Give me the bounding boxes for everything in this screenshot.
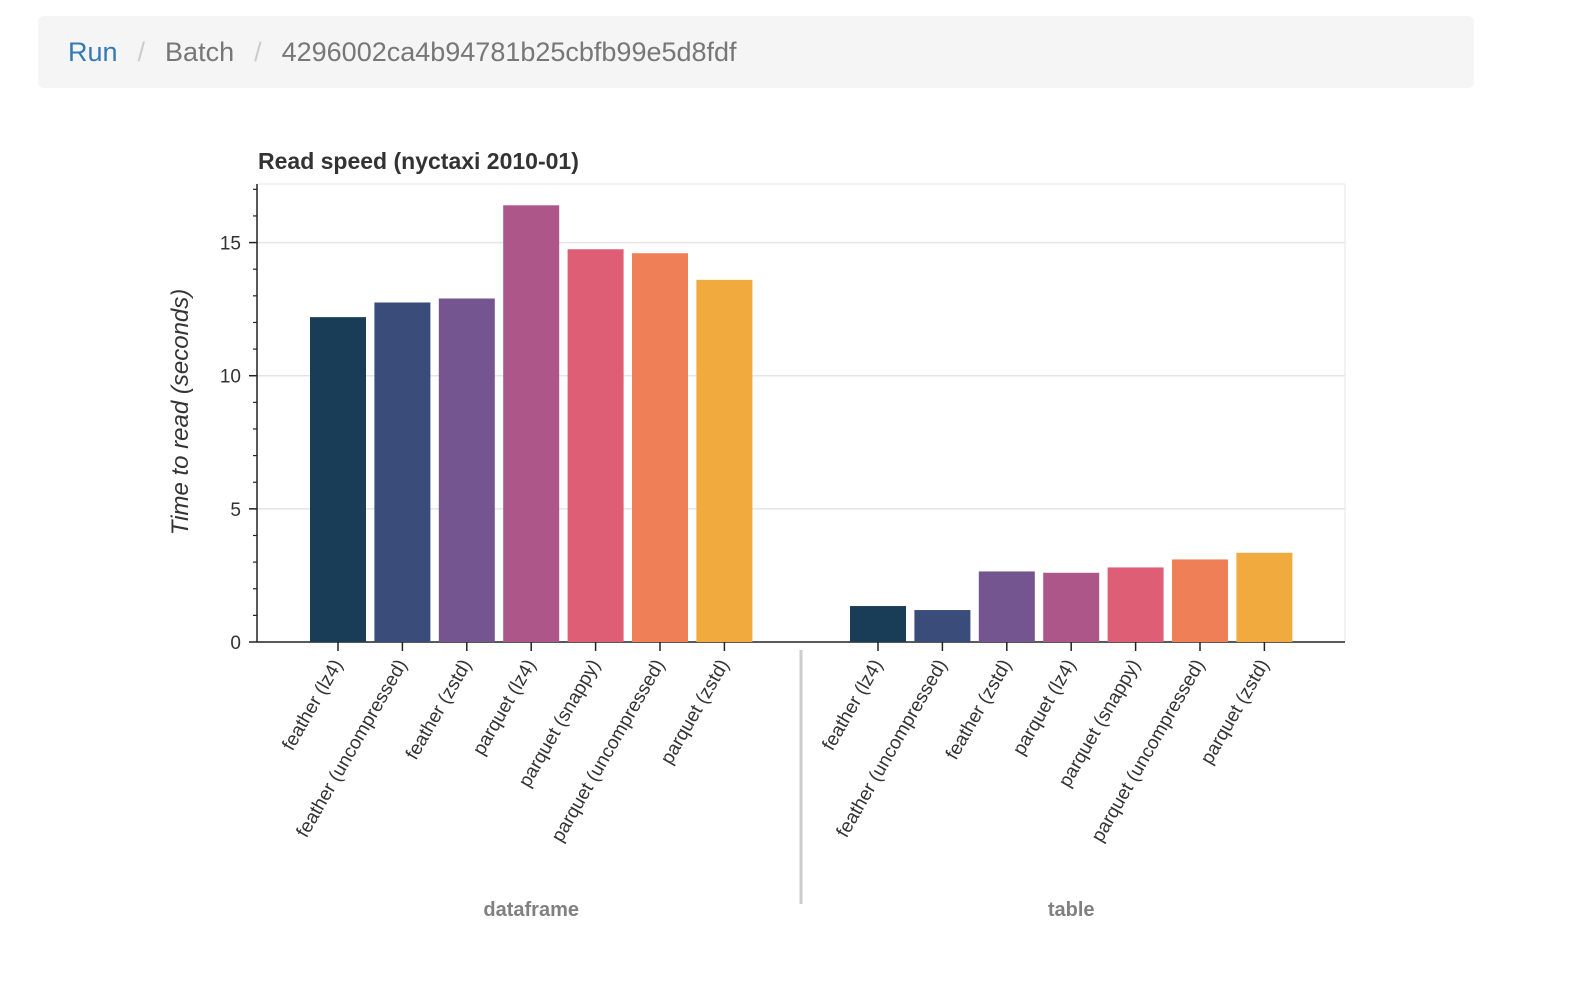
bar-dataframe-6 <box>696 279 753 642</box>
plot-area: 0 5 10 15 Time to read (seconds) feather (lz4… <box>167 183 1346 921</box>
y-tick-label: 10 <box>220 367 241 388</box>
x-tick-label: feather (zstd) <box>942 656 1016 763</box>
breadcrumb-batch: Batch <box>165 36 235 67</box>
breadcrumb-run-link[interactable]: Run <box>68 36 118 67</box>
bar-table-2 <box>978 571 1035 642</box>
x-tick-label: feather (uncompressed) <box>833 656 952 841</box>
chart-title: Read speed (nyctaxi 2010-01) <box>258 148 579 174</box>
breadcrumb-batch-id: 4296002ca4b94781b25cbfb99e5d8fdf <box>281 36 737 67</box>
bar-table-3 <box>1043 572 1100 642</box>
bar-dataframe-2 <box>438 298 495 642</box>
x-tick-label: parquet (lz4) <box>1009 656 1081 759</box>
breadcrumb-separator: / <box>254 36 262 67</box>
bar-dataframe-3 <box>503 205 560 643</box>
bar-table-6 <box>1236 552 1293 642</box>
bar-dataframe-0 <box>310 317 366 642</box>
x-tick-label: parquet (zstd) <box>657 656 734 768</box>
group-label-table: table <box>1048 899 1095 921</box>
x-tick-label: parquet (zstd) <box>1197 656 1274 768</box>
group-label-dataframe: dataframe <box>483 899 579 921</box>
x-tick-label: parquet (uncompressed) <box>1088 656 1210 846</box>
bar-table-5 <box>1172 559 1228 642</box>
bar-table-0 <box>850 606 906 642</box>
bar-dataframe-4 <box>567 249 624 642</box>
x-tick-label: feather (lz4) <box>278 656 347 754</box>
x-tick-label: feather (zstd) <box>402 656 476 763</box>
y-axis-label: Time to read (seconds) <box>167 289 194 536</box>
x-tick-label: feather (lz4) <box>818 656 887 754</box>
bar-table-1 <box>914 610 971 642</box>
x-tick-label: feather (uncompressed) <box>293 656 412 841</box>
breadcrumb-separator: / <box>137 36 146 67</box>
bar-table-4 <box>1107 567 1164 642</box>
bar-dataframe-5 <box>632 253 688 643</box>
x-tick-label: parquet (uncompressed) <box>548 656 670 846</box>
breadcrumb: Run / Batch / 4296002ca4b94781b25cbfb99e… <box>38 16 1474 88</box>
y-tick-label: 15 <box>220 234 241 255</box>
y-tick-label: 0 <box>230 633 241 654</box>
x-tick-label: parquet (lz4) <box>469 656 541 759</box>
y-tick-label: 5 <box>230 500 241 521</box>
bar-dataframe-1 <box>374 302 431 642</box>
